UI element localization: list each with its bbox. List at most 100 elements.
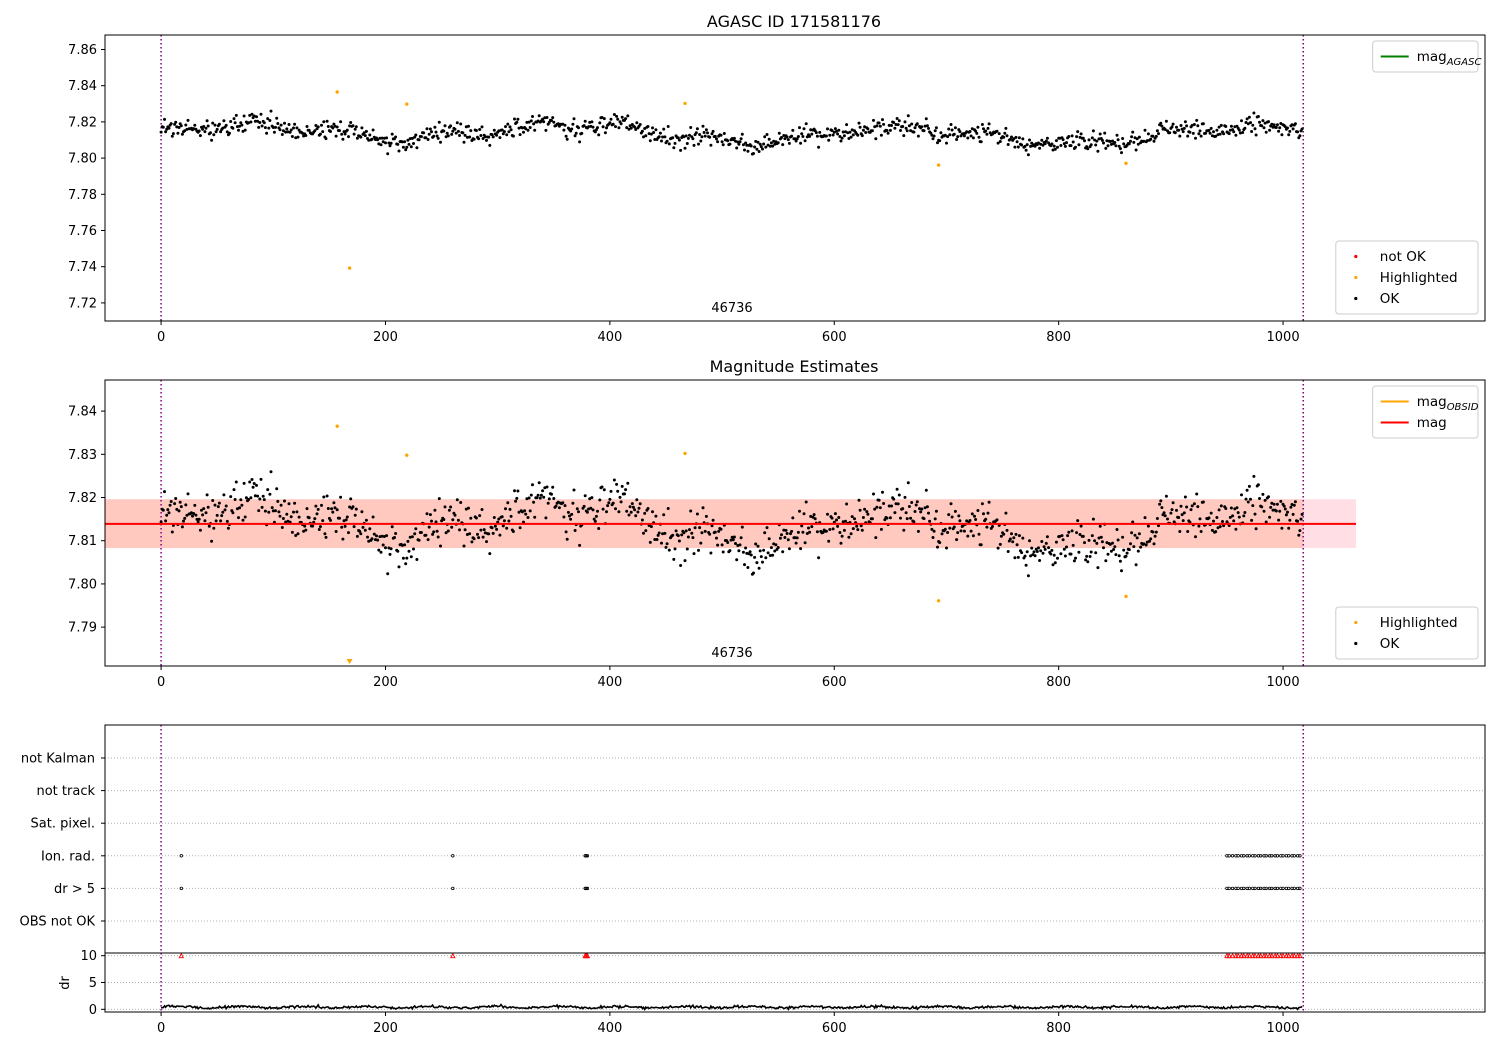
ok-data-point bbox=[933, 517, 937, 521]
ok-data-point bbox=[752, 152, 755, 155]
ok-data-point bbox=[589, 506, 593, 510]
ok-data-point bbox=[1197, 132, 1201, 136]
ok-data-point bbox=[976, 509, 980, 512]
ok-data-point bbox=[462, 544, 466, 548]
ok-data-point bbox=[1069, 552, 1073, 556]
ok-data-point bbox=[1032, 550, 1036, 554]
ok-data-point bbox=[1072, 559, 1076, 563]
ok-data-point bbox=[353, 513, 357, 517]
ok-data-point bbox=[524, 127, 528, 131]
ok-data-point bbox=[329, 518, 332, 522]
ok-data-point bbox=[400, 543, 404, 547]
ok-data-point bbox=[578, 543, 582, 547]
ok-data-point bbox=[406, 138, 410, 142]
ok-data-point bbox=[565, 137, 569, 141]
ok-data-point bbox=[496, 520, 500, 524]
ok-data-point bbox=[446, 529, 450, 533]
ok-data-point bbox=[634, 514, 638, 518]
ok-data-point bbox=[1081, 534, 1085, 538]
ok-data-point bbox=[390, 132, 394, 136]
ok-data-point bbox=[1300, 512, 1304, 516]
ok-data-point bbox=[487, 135, 491, 139]
ok-data-point bbox=[968, 519, 972, 522]
ok-data-point bbox=[1024, 148, 1028, 152]
ok-data-point bbox=[642, 531, 645, 535]
ok-data-point bbox=[1083, 139, 1086, 143]
ok-data-point bbox=[1175, 125, 1178, 129]
ok-data-point bbox=[289, 128, 293, 132]
ok-data-point bbox=[918, 507, 921, 511]
ok-data-point bbox=[517, 510, 521, 514]
ok-data-point bbox=[1258, 120, 1261, 124]
ok-data-point bbox=[601, 507, 605, 511]
ok-data-point bbox=[360, 510, 364, 514]
ok-data-point bbox=[692, 143, 696, 147]
ok-data-point bbox=[478, 128, 482, 131]
ok-data-point bbox=[1243, 126, 1247, 130]
ok-data-point bbox=[538, 496, 542, 500]
ok-data-point bbox=[734, 139, 737, 143]
ok-data-point bbox=[477, 137, 481, 141]
ok-data-point bbox=[956, 531, 960, 535]
flag-marker bbox=[1242, 886, 1246, 891]
ok-data-point bbox=[265, 131, 269, 135]
ok-data-point bbox=[1103, 131, 1107, 135]
ok-data-point bbox=[1151, 134, 1155, 138]
ok-data-point bbox=[561, 501, 565, 505]
ok-data-point bbox=[1262, 509, 1266, 513]
ok-data-point bbox=[904, 126, 908, 130]
ok-data-point bbox=[253, 494, 257, 498]
ok-data-point bbox=[522, 130, 525, 134]
ok-data-point bbox=[176, 131, 180, 135]
ok-data-point bbox=[394, 532, 398, 535]
ok-data-point bbox=[414, 527, 418, 531]
ok-data-point bbox=[370, 537, 374, 541]
panel-2-xtick-label: 800 bbox=[1046, 675, 1071, 690]
ok-data-point bbox=[1234, 133, 1238, 137]
ok-data-point bbox=[469, 129, 473, 133]
ok-data-point bbox=[428, 127, 432, 131]
ok-data-point bbox=[533, 128, 537, 132]
ok-data-point bbox=[728, 549, 732, 553]
panel-1-lower-legend-label: OK bbox=[1380, 291, 1401, 307]
ok-data-point bbox=[1194, 136, 1197, 140]
panel-2-ytick-label: 7.82 bbox=[68, 491, 97, 506]
ok-data-point bbox=[1047, 546, 1051, 550]
ok-data-point bbox=[734, 542, 737, 545]
ok-data-point bbox=[879, 133, 883, 137]
ok-data-point bbox=[916, 134, 920, 138]
ok-data-point bbox=[1051, 563, 1055, 567]
panel-1-upper-legend-box bbox=[1372, 40, 1479, 73]
highlighted-data-point bbox=[936, 599, 941, 603]
ok-data-point bbox=[488, 143, 492, 147]
ok-data-point bbox=[730, 535, 734, 539]
ok-data-point bbox=[422, 131, 426, 135]
ok-data-point bbox=[807, 526, 810, 530]
ok-data-point bbox=[804, 122, 808, 126]
ok-data-point bbox=[682, 531, 686, 535]
ok-data-point bbox=[1095, 139, 1099, 143]
ok-data-point bbox=[1224, 125, 1228, 128]
ok-data-point bbox=[469, 516, 473, 520]
ok-data-point bbox=[278, 128, 282, 132]
ok-data-point bbox=[542, 495, 546, 499]
ok-data-point bbox=[192, 512, 196, 515]
ok-data-point bbox=[219, 519, 223, 523]
ok-data-point bbox=[313, 517, 317, 521]
ok-data-point bbox=[1195, 118, 1199, 122]
ok-data-point bbox=[920, 507, 924, 511]
ok-data-point bbox=[1091, 517, 1095, 521]
ok-data-point bbox=[387, 141, 391, 145]
ok-data-point bbox=[1254, 133, 1258, 137]
ok-data-point bbox=[1262, 126, 1266, 130]
ok-data-point bbox=[1274, 126, 1278, 129]
ok-data-point bbox=[682, 135, 686, 139]
ok-data-point bbox=[768, 554, 772, 557]
ok-data-point bbox=[955, 538, 959, 542]
ok-data-point bbox=[976, 125, 980, 129]
ok-data-point bbox=[713, 530, 717, 534]
ok-data-point bbox=[1023, 144, 1027, 148]
panel-2-lower-legend-box bbox=[1335, 606, 1479, 660]
ok-data-point bbox=[1199, 134, 1203, 138]
panel-2-upper-legend-label: mag bbox=[1417, 415, 1447, 431]
